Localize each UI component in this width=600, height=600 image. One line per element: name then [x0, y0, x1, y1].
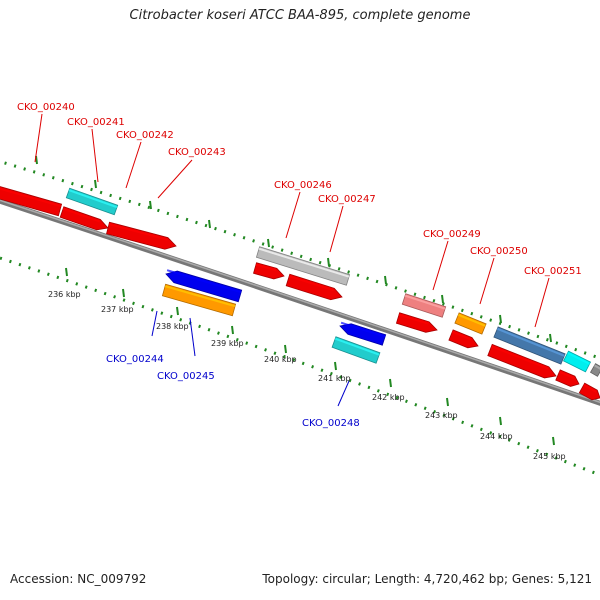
- scale-tick-label: 242 kbp: [372, 393, 405, 402]
- scale-tick-label: 244 kbp: [480, 432, 513, 441]
- gene-reverse-highlight: [334, 337, 380, 356]
- outer-major-tick: [94, 179, 97, 189]
- gene-forward[interactable]: [65, 187, 119, 216]
- cds-forward-highlight: [255, 263, 277, 272]
- gene-forward[interactable]: [401, 293, 447, 318]
- scale-tick-label: 243 kbp: [425, 411, 458, 420]
- genome-backbone-highlight: [0, 199, 600, 404]
- gene-forward[interactable]: [454, 312, 487, 335]
- gene-label-leader: [337, 380, 350, 407]
- gene-label[interactable]: CKO_00250: [470, 246, 528, 257]
- gene-label-leader: [151, 310, 158, 337]
- gene-label-leader: [479, 257, 495, 305]
- cds-reverse[interactable]: [339, 323, 387, 346]
- gene-reverse[interactable]: [331, 336, 381, 364]
- inner-major-tick: [499, 416, 502, 426]
- cds-forward-highlight: [62, 207, 101, 223]
- scale-tick-label: 241 kbp: [318, 374, 351, 383]
- gene-reverse-highlight: [164, 285, 236, 308]
- outer-major-tick: [149, 200, 152, 210]
- accession-text: Accession: NC_009792: [10, 572, 147, 586]
- gene-label-leader: [125, 141, 142, 189]
- cds-forward-highlight: [108, 223, 168, 241]
- inner-major-tick: [65, 267, 68, 277]
- scale-tick-label: 245 kbp: [533, 452, 566, 461]
- gene-label-leader: [329, 205, 344, 253]
- inner-major-tick: [176, 306, 179, 316]
- map-title: Citrobacter koseri ATCC BAA-895, complet…: [129, 8, 471, 23]
- cds-forward-highlight: [559, 370, 575, 380]
- gene-forward[interactable]: [255, 246, 351, 286]
- outer-major-tick: [208, 219, 211, 229]
- gene-label-leader: [34, 113, 43, 163]
- gene-label[interactable]: CKO_00243: [168, 147, 226, 158]
- scale-tick-label: 237 kbp: [101, 305, 134, 314]
- gene-label[interactable]: CKO_00251: [524, 266, 582, 277]
- cds-reverse-highlight: [166, 269, 242, 294]
- outer-major-tick: [384, 275, 387, 285]
- gene-label-leader: [189, 317, 196, 357]
- gene-label[interactable]: CKO_00241: [67, 117, 125, 128]
- gene-reverse[interactable]: [161, 283, 237, 317]
- inner-tick-ring: [0, 256, 600, 477]
- gene-forward-highlight: [594, 364, 600, 370]
- inner-major-tick: [389, 378, 392, 388]
- genome-summary-text: Topology: circular; Length: 4,720,462 bp…: [262, 572, 592, 586]
- cds-forward-highlight: [398, 313, 429, 325]
- cds-forward-highlight: [0, 187, 62, 208]
- gene-label-leader: [91, 128, 99, 183]
- gene-label-leader: [157, 159, 193, 199]
- gene-label[interactable]: CKO_00247: [318, 194, 376, 205]
- gene-forward-highlight: [258, 247, 350, 278]
- inner-major-tick: [552, 436, 555, 446]
- inner-major-tick: [122, 288, 125, 298]
- gene-forward-highlight: [457, 313, 486, 327]
- gene-label[interactable]: CKO_00249: [423, 229, 481, 240]
- cds-reverse[interactable]: [165, 270, 243, 303]
- gene-forward-highlight: [404, 294, 446, 310]
- gene-label[interactable]: CKO_00248: [302, 418, 360, 429]
- outer-major-tick: [267, 238, 270, 248]
- outer-major-tick: [499, 314, 502, 324]
- cds-forward-highlight: [288, 275, 335, 292]
- inner-major-tick: [284, 344, 287, 354]
- inner-major-tick: [334, 361, 337, 371]
- outer-tick-ring: [0, 159, 600, 360]
- cds-forward-highlight: [451, 330, 472, 341]
- gene-forward-highlight: [567, 352, 591, 365]
- gene-label[interactable]: CKO_00245: [157, 371, 215, 382]
- cds-reverse-highlight: [340, 321, 386, 338]
- genome-backbone: [0, 198, 600, 406]
- gene-label[interactable]: CKO_00244: [106, 354, 164, 365]
- scale-tick-label: 238 kbp: [156, 322, 189, 331]
- gene-forward[interactable]: [562, 350, 592, 373]
- cds-forward[interactable]: [487, 343, 557, 379]
- gene-label[interactable]: CKO_00240: [17, 102, 75, 113]
- inner-major-tick: [231, 325, 234, 335]
- inner-major-tick: [446, 397, 449, 407]
- outer-major-tick: [441, 294, 444, 304]
- gene-forward-highlight: [68, 189, 118, 209]
- cds-forward-highlight: [491, 345, 549, 370]
- cds-forward[interactable]: [555, 369, 580, 387]
- gene-label-leader: [285, 191, 301, 239]
- scale-tick-label: 236 kbp: [48, 290, 81, 299]
- cds-forward-highlight: [583, 384, 597, 393]
- outer-major-tick: [327, 257, 330, 267]
- gene-forward[interactable]: [493, 326, 566, 365]
- scale-tick-label: 240 kbp: [264, 355, 297, 364]
- outer-major-tick: [549, 333, 552, 343]
- scale-tick-label: 239 kbp: [211, 339, 244, 348]
- gene-label[interactable]: CKO_00246: [274, 180, 332, 191]
- gene-label-leader: [534, 277, 550, 328]
- gene-forward-highlight: [496, 327, 565, 357]
- gene-label[interactable]: CKO_00242: [116, 130, 174, 141]
- gene-label-leader: [432, 240, 449, 291]
